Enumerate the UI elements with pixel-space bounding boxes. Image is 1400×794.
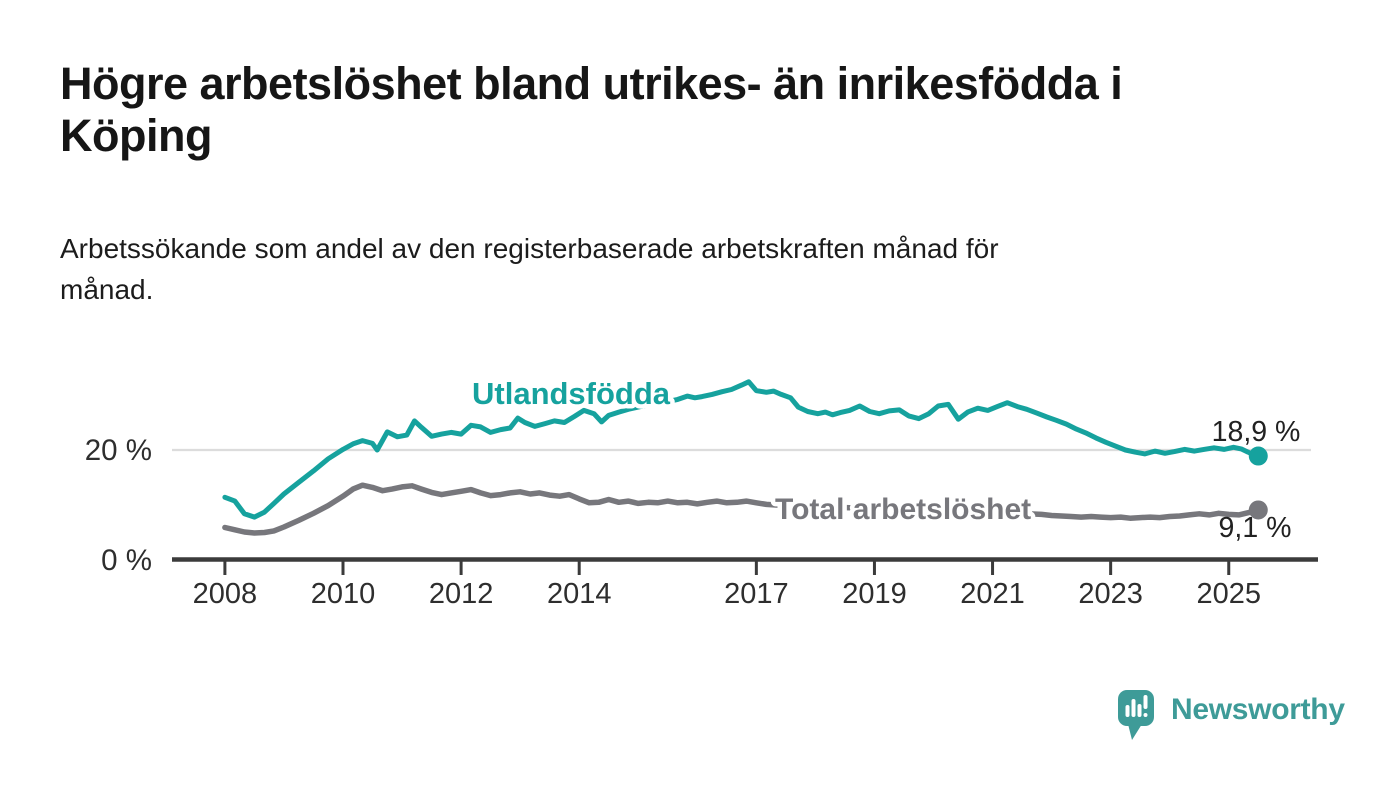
page-subtitle-line-1: Arbetssökande som andel av den registerb… (60, 233, 999, 264)
series-end-dot-utlandsfodda (1248, 446, 1268, 466)
y-tick-label-20: 20 % (85, 434, 152, 467)
series-label-utlandsfodda: Utlandsfödda (472, 376, 671, 411)
newsworthy-bubble-icon (1118, 690, 1154, 740)
newsworthy-logo-text: Newsworthy (1171, 693, 1345, 726)
series-end-value-total-arbetsloshet: 9,1 % (1219, 512, 1292, 544)
series-line-utlandsfodda (222, 379, 1261, 520)
x-tick-label-2023: 2023 (1078, 578, 1143, 610)
x-axis-labels: 2008 2010 2012 2014 2017 2019 2021 2023 2025 (193, 578, 1261, 610)
x-tick-label-2025: 2025 (1196, 578, 1261, 610)
page-title-line-1: Högre arbetslöshet bland utrikes- än inr… (60, 58, 1123, 109)
newsworthy-logo: Newsworthy (1117, 687, 1345, 743)
x-tick-label-2019: 2019 (842, 578, 907, 610)
y-axis-labels: 20 % 0 % (85, 434, 152, 577)
x-tick-label-2012: 2012 (429, 578, 494, 610)
x-tick-label-2021: 2021 (960, 578, 1025, 610)
series-end-dot-total-arbetsloshet (1248, 500, 1268, 520)
page-title-line-2: Köping (60, 110, 212, 161)
x-tick-label-2014: 2014 (547, 578, 612, 610)
series-label-total-arbetsloshet: Total arbetslöshet (775, 493, 1031, 526)
x-tick-label-2017: 2017 (724, 578, 789, 610)
page-title: Högre arbetslöshet bland utrikes- än inr… (60, 58, 1360, 162)
series-layer (222, 379, 1262, 536)
series-end-value-utlandsfodda: 18,9 % (1212, 416, 1301, 448)
x-tick-label-2010: 2010 (311, 578, 376, 610)
series-line-total-arbetsloshet (222, 482, 1262, 536)
y-tick-label-0: 0 % (101, 544, 152, 577)
page-subtitle-line-2: månad. (60, 274, 154, 305)
x-axis-ticks (223, 561, 1231, 575)
series-annotations: Utlandsfödda 18,9 % Total arbetslöshet 9,1 … (468, 372, 1301, 545)
x-tick-label-2008: 2008 (193, 578, 258, 610)
page-subtitle: Arbetssökande som andel av den registerb… (60, 228, 1360, 310)
